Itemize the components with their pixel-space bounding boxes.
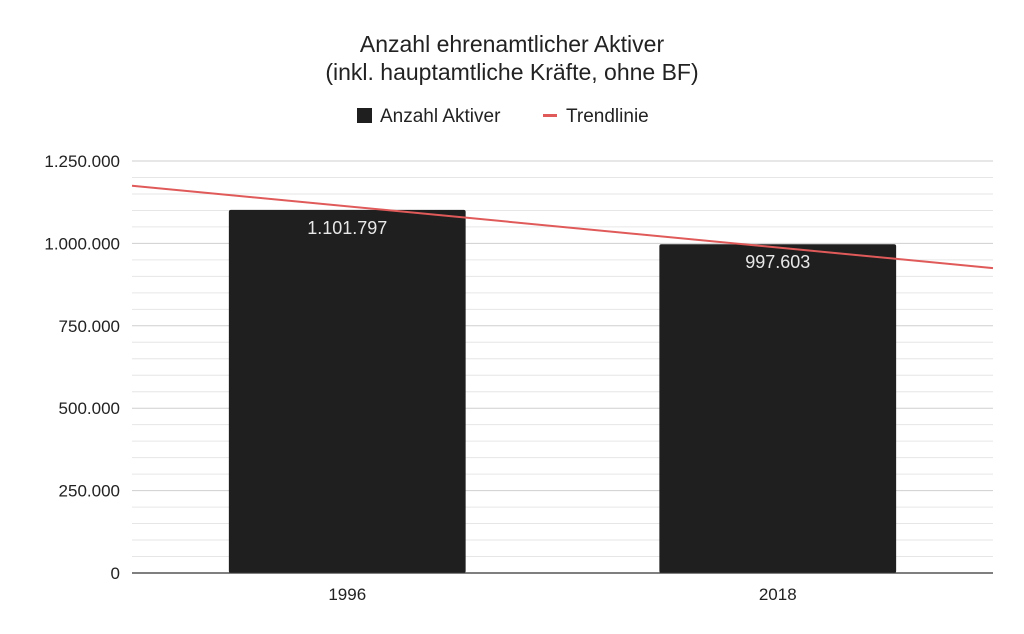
y-tick-label: 250.000: [59, 482, 120, 501]
legend-label-trendlinie: Trendlinie: [566, 106, 649, 127]
legend-label-anzahl-aktiver: Anzahl Aktiver: [380, 106, 501, 127]
bars: 1.101.797 997.603: [228, 209, 897, 573]
bar-value-label: 1.101.797: [307, 218, 387, 238]
trendline-path: [131, 184, 994, 270]
chart-title: Anzahl ehrenamtlicher Aktiver: [360, 31, 665, 57]
legend: Anzahl Aktiver Trendlinie: [357, 106, 649, 127]
legend-swatch-trendlinie: [543, 114, 557, 117]
bar-value-label: 997.603: [745, 252, 810, 272]
bar-1996: [228, 209, 466, 573]
y-tick-label: 1.000.000: [44, 234, 120, 253]
y-tick-label: 500.000: [59, 399, 120, 418]
x-axis-ticks: 1996 2018: [328, 585, 796, 604]
x-tick-label: 1996: [328, 585, 366, 604]
trendline: [131, 184, 994, 270]
chart-subtitle: (inkl. hauptamtliche Kräfte, ohne BF): [325, 59, 698, 85]
legend-swatch-anzahl-aktiver: [357, 108, 372, 123]
y-tick-label: 0: [111, 564, 120, 583]
y-axis-ticks: 0 250.000 500.000 750.000 1.000.000 1.250.000: [44, 152, 120, 583]
y-tick-label: 1.250.000: [44, 152, 120, 171]
y-tick-label: 750.000: [59, 317, 120, 336]
bar-2018: [659, 244, 897, 573]
x-tick-label: 2018: [759, 585, 797, 604]
